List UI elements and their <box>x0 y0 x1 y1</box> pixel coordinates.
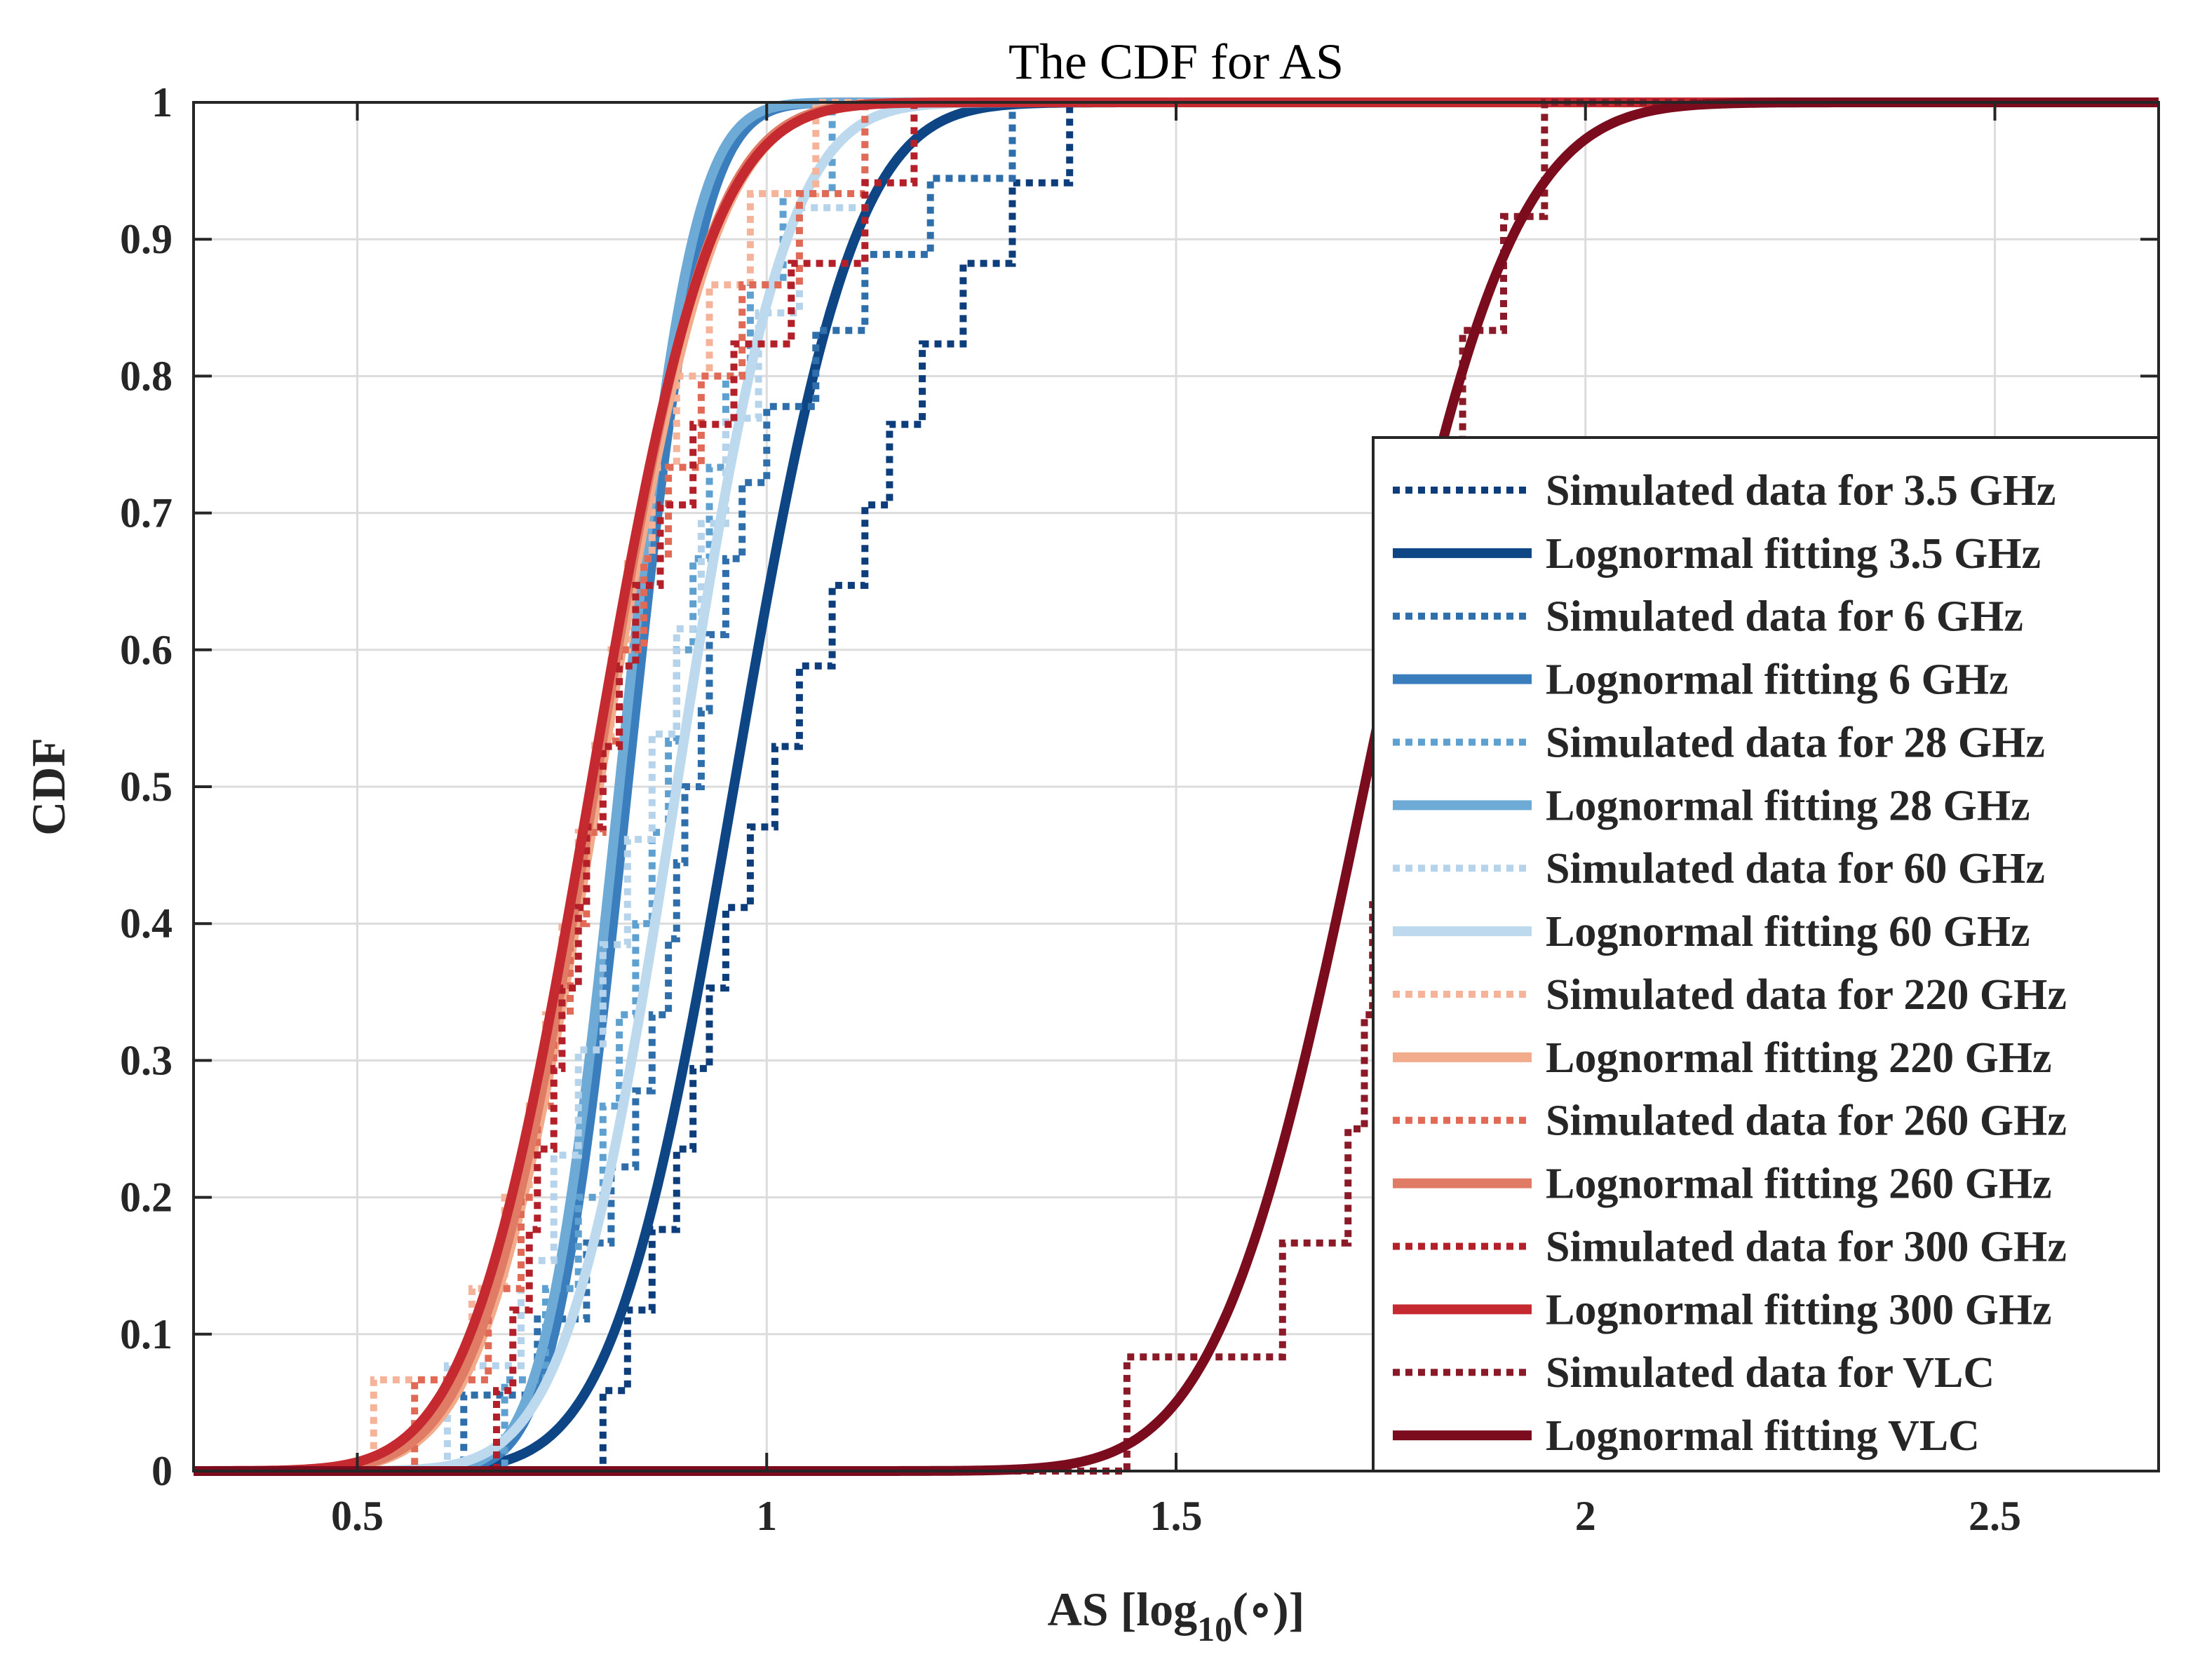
x-tick-label: 1 <box>756 1493 777 1539</box>
y-tick-label: 0.3 <box>120 1037 173 1083</box>
y-tick-label: 0.7 <box>120 490 173 536</box>
series-line <box>194 99 2159 1475</box>
y-tick-label: 0.1 <box>120 1311 173 1357</box>
series-line <box>194 99 2159 1475</box>
legend-label: Lognormal fitting VLC <box>1546 1412 1980 1460</box>
legend-label: Simulated data for 6 GHz <box>1546 593 2023 641</box>
x-tick-label: 0.5 <box>331 1493 384 1539</box>
legend-label: Lognormal fitting 60 GHz <box>1546 908 2030 956</box>
series-line <box>194 99 2159 1475</box>
series-line <box>194 99 2159 1475</box>
y-tick-label: 0 <box>151 1448 173 1494</box>
legend-label: Simulated data for 220 GHz <box>1546 971 2067 1019</box>
legend-label: Simulated data for 3.5 GHz <box>1546 467 2056 515</box>
x-axis-label: AS [log10(∘)] <box>1048 1583 1305 1648</box>
legend-label: Simulated data for 60 GHz <box>1546 845 2045 893</box>
series-line <box>194 99 2159 1475</box>
x-tick-label: 2 <box>1575 1493 1596 1539</box>
chart-title: The CDF for AS <box>1008 34 1344 90</box>
legend-label: Simulated data for 260 GHz <box>1546 1097 2067 1145</box>
y-tick-label: 0.8 <box>120 353 173 399</box>
y-tick-label: 0.6 <box>120 627 173 673</box>
legend-label: Lognormal fitting 6 GHz <box>1546 656 2009 704</box>
legend-label: Lognormal fitting 220 GHz <box>1546 1034 2052 1082</box>
x-axis-label-tail: (∘)] <box>1232 1583 1304 1636</box>
y-axis-label: CDF <box>22 738 75 836</box>
legend-label: Lognormal fitting 3.5 GHz <box>1546 530 2041 578</box>
axis-ticks: 0.5 1 1.5 2 2.5 0 0.1 0.2 0.3 0.4 0.5 0.6 0.7 0.8 0.9 1 <box>120 79 2159 1539</box>
y-tick-label: 0.2 <box>120 1174 173 1221</box>
x-axis-label-subscript: 10 <box>1197 1609 1232 1648</box>
legend-label: Lognormal fitting 260 GHz <box>1546 1160 2052 1208</box>
legend: Simulated data for 3.5 GHz Lognormal fitt… <box>1372 436 2160 1472</box>
x-tick-label: 2.5 <box>1969 1493 2021 1539</box>
legend-label: Lognormal fitting 28 GHz <box>1546 782 2030 829</box>
y-tick-label: 0.9 <box>120 216 173 262</box>
legend-label: Lognormal fitting 300 GHz <box>1546 1286 2052 1334</box>
legend-box <box>1372 436 2160 1472</box>
x-tick-label: 1.5 <box>1150 1493 1203 1539</box>
legend-label: Simulated data for VLC <box>1546 1349 1995 1397</box>
x-axis-label-main: AS [log <box>1048 1583 1197 1636</box>
y-tick-label: 1 <box>151 79 173 126</box>
y-tick-label: 0.5 <box>120 764 173 810</box>
legend-label: Simulated data for 300 GHz <box>1546 1223 2067 1271</box>
y-tick-label: 0.4 <box>120 900 173 947</box>
legend-label: Simulated data for 28 GHz <box>1546 719 2045 766</box>
